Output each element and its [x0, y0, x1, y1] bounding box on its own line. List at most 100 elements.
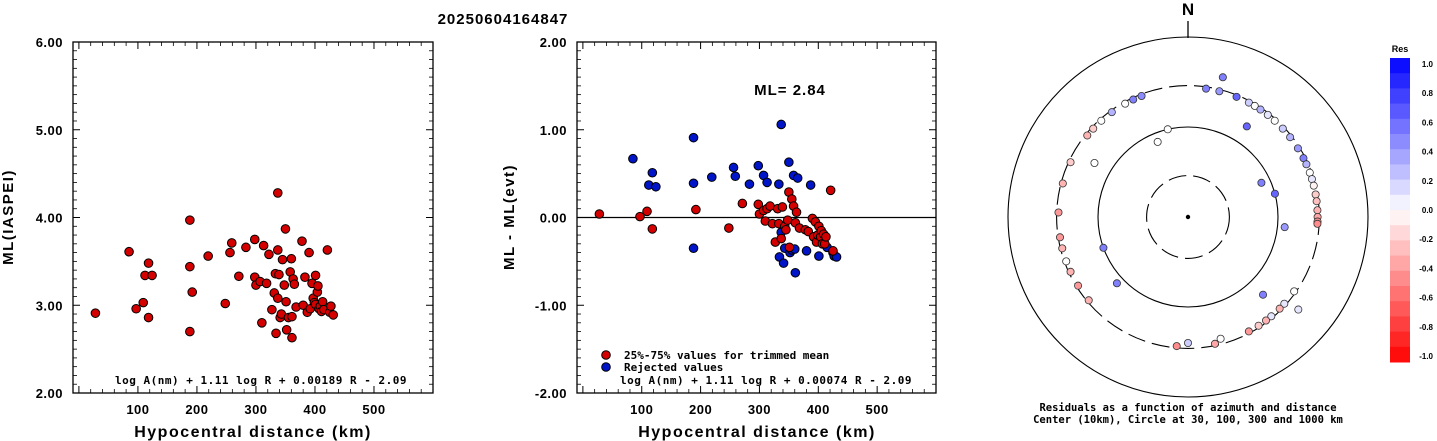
colorbar-swatch: [1390, 270, 1410, 287]
panel1-x-tick-label: 500: [362, 402, 385, 417]
polar-caption-line2: Center (10km), Circle at 30, 100, 300 an…: [1033, 414, 1343, 426]
panel2-y-axis-label: ML - ML(evt): [501, 164, 518, 270]
rejected-residual-point: [774, 179, 784, 189]
used-residual-point: [784, 242, 795, 253]
magnitude-point: [300, 272, 310, 282]
station-residual-point: [1256, 105, 1265, 114]
magnitude-point: [185, 326, 195, 337]
magnitude-point: [257, 318, 267, 328]
rejected-residual-point: [778, 258, 789, 268]
magnitude-point: [310, 270, 321, 281]
magnitude-point: [272, 245, 283, 255]
colorbar-swatch: [1390, 210, 1410, 226]
magnitude-point: [131, 303, 141, 314]
station-residual-point: [1261, 316, 1270, 325]
station-residual-point: [1129, 95, 1138, 104]
colorbar-swatch: [1390, 286, 1410, 302]
panel1-x-tick-label: 200: [185, 402, 208, 417]
station-residual-point: [1275, 304, 1284, 313]
legend-marker-rejected: [601, 362, 611, 372]
station-residual-point: [1153, 137, 1162, 146]
station-residual-point: [1302, 160, 1311, 169]
rejected-residual-point: [784, 157, 794, 168]
panel2-ml-annotation: ML= 2.84: [754, 82, 826, 99]
colorbar-swatch: [1390, 331, 1410, 348]
magnitude-point: [185, 261, 195, 272]
magnitude-point: [287, 332, 297, 343]
station-residual-point: [1055, 233, 1064, 242]
station-residual-point: [1089, 124, 1098, 133]
north-label: N: [1182, 0, 1194, 19]
rejected-residual-point: [688, 243, 699, 254]
colorbar-tick-label: -0.8: [1419, 323, 1433, 332]
colorbar-title: Res: [1392, 44, 1409, 54]
station-residual-point: [1137, 92, 1146, 101]
station-residual-point: [1280, 299, 1289, 308]
polar-caption-line1: Residuals as a function of azimuth and d…: [1039, 402, 1336, 414]
station-residual-point: [1270, 116, 1279, 125]
legend-label-used: 25%-75% values for trimmed mean: [624, 349, 829, 362]
panel2-x-tick-label: 300: [748, 402, 771, 417]
station-residual-point: [1311, 190, 1320, 199]
used-residual-point: [635, 211, 645, 222]
rejected-residual-point: [776, 119, 787, 130]
magnitude-point: [185, 215, 195, 225]
magnitude-point: [267, 304, 277, 315]
station-residual-point: [1172, 342, 1181, 351]
magnitude-point: [143, 258, 154, 268]
panel1-y-tick-label: 6.00: [36, 35, 63, 50]
panel2-x-ticks: 100 200 300 400 500: [582, 42, 937, 417]
used-residual-point: [781, 224, 791, 235]
magnitude-point: [234, 271, 244, 282]
station-residual-point: [1263, 110, 1272, 119]
magnitude-point: [220, 298, 231, 309]
station-residual-point: [1184, 338, 1193, 347]
panel2-x-tick-label: 200: [689, 402, 712, 417]
panel2-x-tick-label: 100: [630, 402, 653, 417]
rejected-residual-point: [647, 167, 658, 178]
panel1-x-tick-label: 400: [303, 402, 326, 417]
magnitude-point: [297, 236, 307, 246]
magnitude-point: [225, 247, 235, 258]
used-residual-point: [724, 223, 734, 233]
panel2-y-tick-label: 2.00: [540, 35, 567, 50]
magnitude-point: [143, 312, 154, 323]
colorbar-swatch: [1390, 88, 1410, 105]
station-residual-point: [1313, 219, 1322, 228]
colorbar-tick-label: -1.0: [1419, 352, 1433, 361]
magnitude-point: [147, 270, 157, 281]
station-residual-point: [1107, 108, 1116, 117]
station-residual-point: [1267, 312, 1276, 321]
station-residual-point: [1112, 279, 1121, 288]
legend-marker-used: [601, 350, 611, 360]
panel2-y-tick-label: -1.00: [535, 298, 567, 313]
rejected-residual-point: [744, 179, 755, 189]
magnitude-point: [322, 245, 333, 255]
colorbar-swatch: [1390, 240, 1410, 257]
panel1-y-ticks: 2.00 3.00 4.00 5.00 6.00: [36, 35, 433, 401]
magnitude-point: [304, 247, 314, 258]
station-residual-point: [1163, 125, 1172, 134]
magnitude-point: [287, 311, 297, 322]
magnitude-point: [313, 281, 323, 291]
colorbar-tick-label: -0.4: [1419, 264, 1433, 273]
station-residual-point: [1309, 181, 1318, 190]
magnitude-point: [226, 238, 237, 248]
panel2-y-tick-label: 1.00: [540, 123, 567, 138]
colorbar-swatch: [1390, 255, 1410, 272]
used-residual-point: [828, 246, 838, 256]
residual-colorbar: Res 1.0 0.8 0.6 0.4 0.2 0.0 -0.2 -0.4 -0.6 -0.8 -1…: [1390, 44, 1434, 363]
ml-vs-distance-panel: 2.00 3.00 4.00 5.00 6.00 100 200 300 400 500 log…: [0, 35, 434, 441]
station-residual-point: [1058, 179, 1067, 188]
magnitude-point: [277, 254, 288, 265]
colorbar-tick-labels: 1.0 0.8 0.6 0.4 0.2 0.0 -0.2 -0.4 -0.6 -0.8 -1.0: [1419, 60, 1433, 361]
station-residual-point: [1270, 189, 1279, 198]
station-residual-point: [1244, 327, 1253, 336]
magnitude-point: [258, 240, 269, 251]
magnitude-point: [138, 297, 149, 308]
magnitude-point: [271, 328, 281, 339]
panel2-x-tick-label: 500: [866, 402, 889, 417]
magnitude-point: [317, 296, 328, 307]
colorbar-swatch: [1390, 225, 1410, 241]
